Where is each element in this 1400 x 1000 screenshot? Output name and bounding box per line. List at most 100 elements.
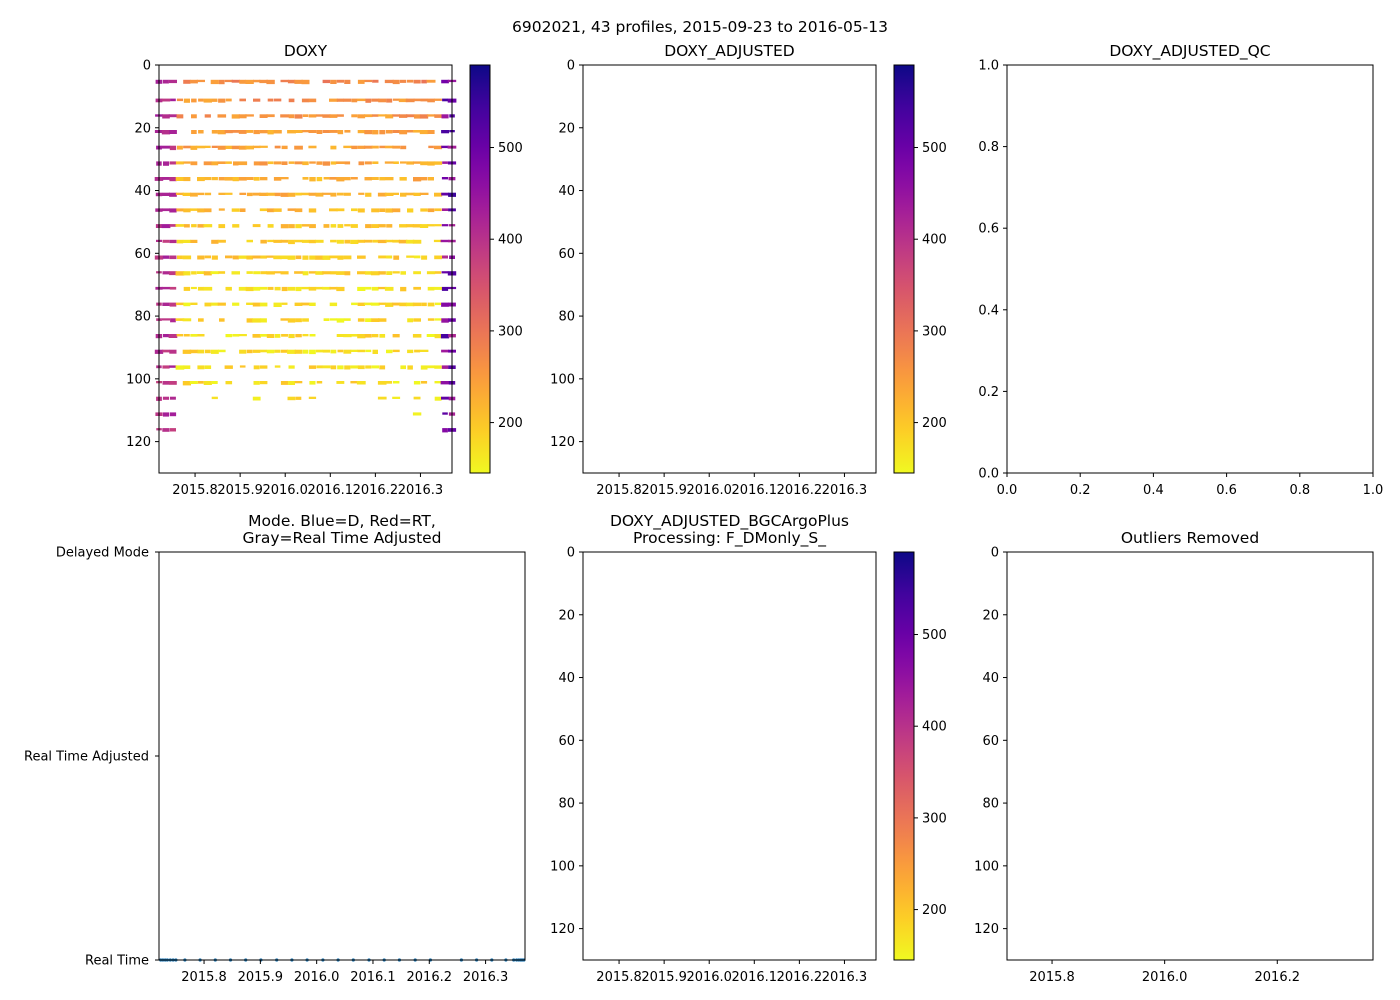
heatmap-cell <box>433 161 443 165</box>
heatmap-cell <box>189 79 198 84</box>
heatmap-cell <box>267 224 274 228</box>
heatmap-cell <box>344 224 351 227</box>
heatmap-cell <box>427 130 435 134</box>
heatmap-cell <box>259 302 268 307</box>
heatmap-cell <box>253 161 260 166</box>
heatmap-cell <box>329 302 338 307</box>
heatmap-cell <box>309 161 316 164</box>
heatmap-cell <box>393 255 400 260</box>
heatmap-cell <box>308 98 317 103</box>
heatmap-cell <box>344 271 351 276</box>
heatmap-cell <box>203 224 213 228</box>
heatmap-cell <box>232 334 240 337</box>
heatmap-cell <box>273 255 282 260</box>
heatmap-cell <box>162 114 170 119</box>
heatmap-cell <box>169 365 177 368</box>
y-tick-label: 100 <box>126 372 151 387</box>
panel-doxy: 2015.8 2015.9 2016.0 2016.1 2016.2 2016.3 0 20 4… <box>126 42 523 498</box>
panel-mode: Real Time Real Time Adjusted Delayed Mode 2… <box>24 512 526 985</box>
heatmap-cell <box>343 334 352 338</box>
y-tick-label: 0.2 <box>978 385 999 400</box>
heatmap-cell <box>197 255 205 260</box>
heatmap-cell <box>301 239 310 243</box>
heatmap-cell <box>351 98 358 103</box>
heatmap-cell <box>337 224 344 228</box>
heatmap-cell <box>162 412 169 417</box>
heatmap-cell <box>273 302 282 307</box>
heatmap-cell <box>295 318 302 323</box>
heatmap-cell <box>259 381 268 385</box>
heatmap-cell <box>294 271 303 274</box>
heatmap-cell <box>246 302 254 305</box>
heatmap-cell <box>386 224 393 228</box>
heatmap-cell <box>322 192 331 195</box>
heatmap-cell <box>386 98 393 103</box>
heatmap-cell <box>191 114 197 119</box>
heatmap-cell <box>308 365 317 369</box>
heatmap-cell <box>162 177 170 180</box>
x-tick-label: 2016.2 <box>1255 970 1301 985</box>
heatmap-cell <box>420 177 428 181</box>
heatmap-cell <box>161 318 171 321</box>
colorbar-tick-label: 200 <box>498 416 523 431</box>
heatmap-cell <box>301 98 310 103</box>
heatmap-cell <box>204 302 212 307</box>
heatmap-cell <box>224 177 233 181</box>
colorbar-tick-label: 200 <box>922 416 947 431</box>
heatmap-cell <box>364 239 373 243</box>
heatmap-cell <box>281 161 288 165</box>
heatmap-cell <box>336 318 345 323</box>
heatmap-cell <box>266 192 275 196</box>
heatmap-cell <box>399 130 408 135</box>
heatmap-cell <box>372 349 378 354</box>
heatmap-cell <box>377 239 387 244</box>
heatmap-cell <box>259 130 268 134</box>
axes-frame <box>1006 64 1374 474</box>
heatmap-cell <box>161 286 171 290</box>
heatmap-cell <box>169 412 177 417</box>
heatmap-cell <box>288 334 295 339</box>
y-tick-label: 100 <box>550 372 575 387</box>
heatmap-cell <box>357 318 365 322</box>
heatmap-cell <box>175 224 185 227</box>
heatmap-cell <box>266 271 275 275</box>
heatmap-cell <box>191 98 197 103</box>
colorbar-tick-label: 200 <box>922 903 947 918</box>
heatmap-cell <box>238 286 247 291</box>
heatmap-cell <box>426 334 436 337</box>
heatmap-cell <box>294 161 303 165</box>
heatmap-cell <box>407 318 413 323</box>
heatmap-cell <box>358 192 365 195</box>
heatmap-cell <box>434 208 442 212</box>
heatmap-cell <box>336 239 344 244</box>
heatmap-cell <box>316 177 323 182</box>
heatmap-cell <box>288 239 295 245</box>
heatmap-cell <box>288 114 295 119</box>
heatmap-cell <box>377 192 387 197</box>
heatmap-cell <box>357 208 365 213</box>
heatmap-cell <box>371 145 379 149</box>
heatmap-cell <box>225 334 233 338</box>
heatmap-cell <box>309 349 316 355</box>
heatmap-cell <box>198 381 204 384</box>
heatmap-cell <box>210 302 219 306</box>
heatmap-cell <box>364 177 372 181</box>
heatmap-cell <box>211 255 218 260</box>
heatmap-cell <box>245 145 254 150</box>
panel-bgc_argo_plus: 2015.8 2015.9 2016.0 2016.1 2016.2 2016.3 0 20 4… <box>550 512 947 985</box>
heatmap-cell <box>182 318 192 322</box>
axes-frame <box>1006 551 1374 961</box>
heatmap-cell <box>427 161 435 166</box>
heatmap-cell <box>204 365 212 369</box>
x-tick-label: 2015.8 <box>1029 970 1075 985</box>
heatmap-cell <box>260 255 267 259</box>
heatmap-cell <box>232 224 240 228</box>
heatmap-cell <box>385 239 393 243</box>
heatmap-cell <box>281 334 288 337</box>
heatmap-cell <box>288 98 295 103</box>
heatmap-cell <box>379 208 386 212</box>
heatmap-cell <box>232 255 239 260</box>
heatmap-cell <box>372 239 378 243</box>
heatmap-cell <box>169 177 177 182</box>
x-tick-label: 0.0 <box>997 483 1018 498</box>
